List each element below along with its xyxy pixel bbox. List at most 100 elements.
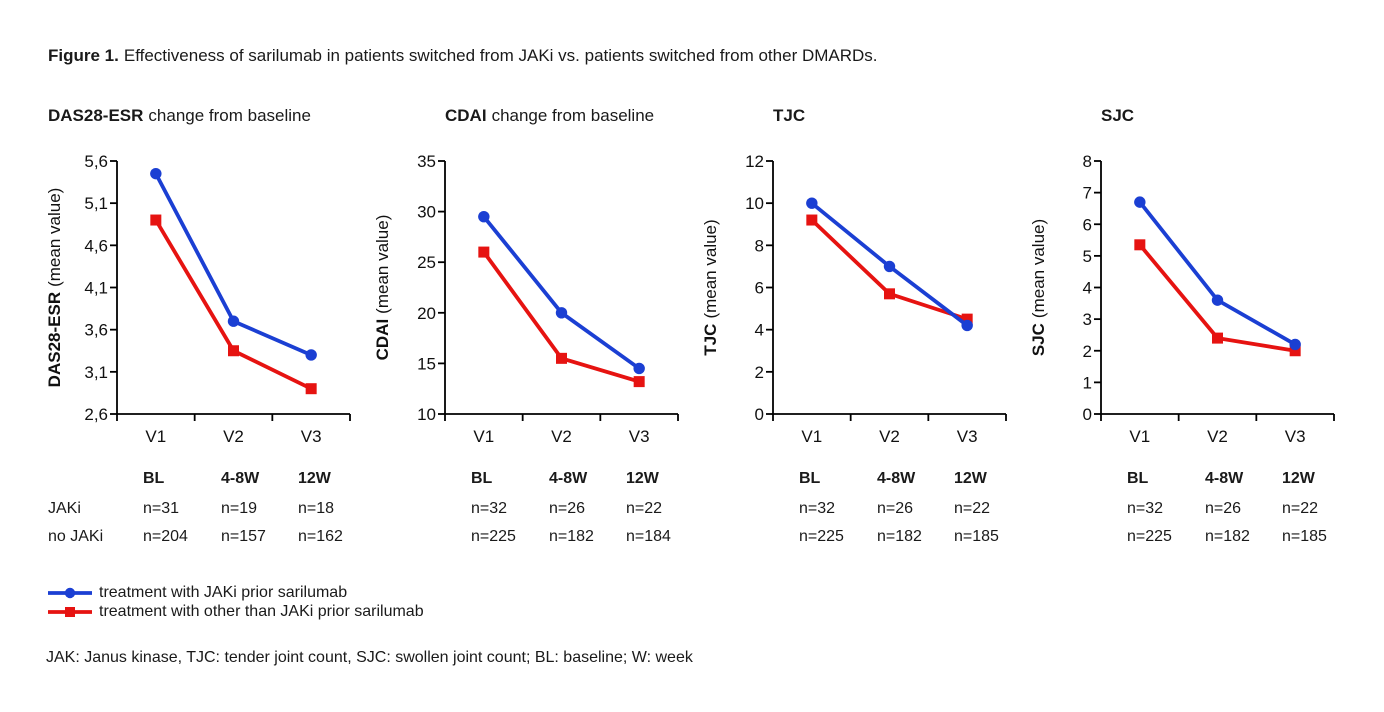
x-category-label: V2 [551,427,572,446]
y-tick-label: 4,6 [84,236,108,255]
y-tick-label: 0 [1083,405,1092,424]
chart-title: CDAI change from baseline [445,106,654,126]
y-tick-label: 3 [1083,310,1092,329]
y-tick-label: 2 [755,363,764,382]
figure-label: Figure 1. [48,46,119,65]
das28-esr-line-chart: 2,6 3,1 3,6 4,1 4,6 5,1 5,6 V1 V2 V3 DAS28-ESR(mea… [45,152,351,446]
chart-tjc: TJC 0 2 4 6 8 10 12 V1 V2 V3 TJC(mean value) BL 4-8… [696,106,1024,586]
table-cell: n=18 [298,500,335,517]
y-tick-label: 5 [1083,247,1092,266]
y-tick-label: 1 [1083,373,1092,392]
y-tick-label: 6 [755,279,764,298]
data-point-jaki-V3 [633,362,645,375]
y-tick-label: 25 [417,253,436,272]
x-category-label: V3 [1285,427,1306,446]
x-category-label: V2 [1207,427,1228,446]
data-point-jaki-V1 [806,197,818,209]
table-cell: n=32 [471,500,508,517]
x-category-label: V3 [301,427,322,446]
table-cell: n=184 [626,528,671,545]
table-cell: n=22 [954,500,991,517]
table-cell: n=185 [954,528,999,545]
table-cell: n=225 [471,528,516,545]
legend-item-jaki: treatment with JAKi prior sarilumab [48,583,424,602]
data-point-no_jaki-V3 [961,313,973,325]
chart-title-rest: change from baseline [148,106,311,125]
series-line-no_jaki [154,219,313,391]
x-category-label: V2 [223,427,244,446]
y-tick-label: 4,1 [84,279,108,298]
sample-size-table: BL 4-8W 12W n=32 n=26 n=22 n=225 n=182 n=184 [368,470,696,570]
data-point-no_jaki-V3 [305,383,317,395]
table-header: 4-8W [221,470,260,487]
table-cell: n=182 [877,528,922,545]
data-point-jaki-V2 [883,260,896,273]
legend: treatment with JAKi prior sarilumab trea… [48,583,424,621]
sample-size-table: BL 4-8W 12W n=32 n=26 n=22 n=225 n=182 n=185 [696,470,1024,570]
chart-title: SJC [1101,106,1139,126]
y-axis-label: SJC(mean value) [1029,219,1048,356]
sample-size-table: BL 4-8W 12W n=32 n=26 n=22 n=225 n=182 n=185 [1024,470,1352,570]
chart-cdai: CDAI change from baseline 10 15 20 25 30 35 V1 V… [368,106,696,586]
table-header: 12W [298,470,331,487]
y-tick-label: 7 [1083,184,1092,203]
data-point-jaki-V3 [305,349,317,361]
data-point-no_jaki-V2 [884,288,895,300]
table-header: BL [143,470,165,487]
table-cell: n=22 [626,500,663,517]
table-cell: n=182 [1205,528,1250,545]
y-tick-label: 2 [1083,342,1092,361]
table-cell: n=182 [549,528,594,545]
chart-title-bold: DAS28-ESR [48,106,144,125]
y-tick-label: 35 [417,152,436,171]
cdai-line-chart: 10 15 20 25 30 35 V1 V2 V3 CDAI(mean value) [373,152,679,446]
table-header: BL [1127,470,1149,487]
y-tick-label: 3,1 [84,363,108,382]
data-point-no_jaki-V1 [150,214,162,226]
data-point-no_jaki-V2 [1212,332,1223,344]
table-cell: n=22 [1282,500,1319,517]
y-tick-label: 12 [745,152,764,171]
y-axis-label: CDAI(mean value) [373,215,392,361]
data-point-no_jaki-V2 [556,352,567,364]
x-category-label: V3 [629,427,650,446]
y-tick-label: 10 [745,194,764,213]
y-tick-label: 4 [755,321,764,340]
data-point-jaki-V2 [1211,294,1224,306]
table-header: 4-8W [1205,470,1244,487]
table-row-label: JAKi [48,500,81,517]
abbreviations-footnote: JAK: Janus kinase, TJC: tender joint cou… [46,649,693,666]
data-point-no_jaki-V1 [806,214,818,226]
chart-title-bold: SJC [1101,106,1135,125]
data-point-no_jaki-V2 [228,345,239,357]
table-cell: n=26 [1205,500,1242,517]
figure-title: Figure 1. Effectiveness of sarilumab in p… [48,46,878,66]
x-category-label: V3 [957,427,978,446]
table-cell: n=26 [549,500,586,517]
y-tick-label: 5,1 [84,194,108,213]
chart-title-rest: change from baseline [491,106,655,125]
table-cell: n=32 [799,500,836,517]
y-tick-label: 5,6 [84,152,108,171]
y-axis-label: TJC(mean value) [701,219,720,355]
table-cell: n=32 [1127,500,1164,517]
x-category-label: V1 [801,427,822,446]
table-cell: n=204 [143,528,188,545]
chart-title: TJC [773,106,810,126]
x-category-label: V2 [879,427,900,446]
table-header: BL [471,470,493,487]
data-point-jaki-V1 [478,210,490,223]
legend-item-no-jaki: treatment with other than JAKi prior sar… [48,602,424,621]
y-tick-label: 30 [417,203,436,222]
table-header: 4-8W [877,470,916,487]
figure-caption: Effectiveness of sarilumab in patients s… [123,46,878,65]
table-header: 4-8W [549,470,588,487]
data-point-jaki-V3 [961,319,973,332]
table-header: 12W [954,470,987,487]
x-category-label: V1 [145,427,166,446]
tjc-line-chart: 0 2 4 6 8 10 12 V1 V2 V3 TJC(mean value) [701,152,1007,446]
table-cell: n=157 [221,528,266,545]
table-cell: n=26 [877,500,914,517]
y-tick-label: 4 [1083,279,1092,298]
table-cell: n=31 [143,500,180,517]
